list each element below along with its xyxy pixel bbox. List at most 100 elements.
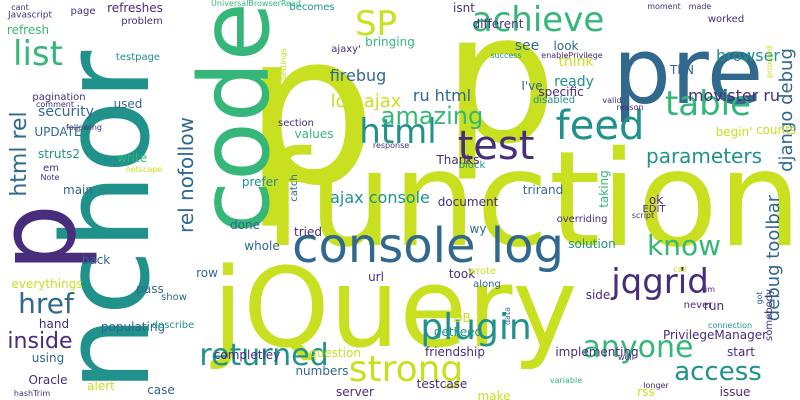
cloud-word: counts (755, 123, 797, 137)
cloud-word: django debug (776, 48, 797, 172)
cloud-word: data (503, 306, 512, 326)
cloud-word: moment (647, 2, 681, 11)
cloud-word: everythings (11, 277, 83, 291)
cloud-word: ru html (412, 86, 472, 105)
cloud-word: hashTrim (13, 389, 51, 398)
cloud-word: prefer (241, 175, 279, 189)
cloud-word: access (674, 357, 762, 387)
cloud-word: side (585, 288, 611, 302)
cloud-word: tried (294, 225, 322, 239)
cloud-word: call (673, 265, 687, 274)
cloud-word: movister ru (687, 86, 781, 105)
cloud-word: write (116, 151, 148, 165)
cloud-word: console log (292, 218, 564, 274)
cloud-word: run (703, 299, 725, 313)
cloud-word: overriding (556, 214, 608, 225)
cloud-word: variable (549, 376, 583, 385)
cloud-word: em (43, 163, 59, 174)
cloud-word: enablePrivilege (541, 51, 603, 60)
cloud-word: begin' (715, 125, 753, 139)
cloud-word: pre (612, 18, 764, 125)
cloud-word: achieve (471, 0, 605, 40)
cloud-word: issue (719, 385, 751, 399)
cloud-word: p (442, 0, 558, 184)
cloud-word: ok (648, 193, 664, 207)
cloud-word: EDIT (642, 204, 666, 215)
cloud-word: along (473, 279, 501, 290)
cloud-word: wy (469, 222, 487, 236)
cloud-word: UniversalBrowserRead (211, 0, 301, 8)
cloud-word: function (262, 123, 800, 277)
cloud-word: server (336, 385, 374, 399)
cloud-word: returned (199, 338, 329, 373)
cloud-word: url (368, 270, 384, 284)
cloud-word: used (113, 97, 143, 111)
cloud-word: specific (538, 85, 584, 99)
cloud-word: p (243, 0, 377, 232)
cloud-word: whole (244, 239, 280, 253)
cloud-word: firebug (329, 66, 387, 85)
cloud-word: DB (453, 311, 471, 325)
cloud-word: completley (213, 348, 281, 362)
cloud-word: parameters (645, 144, 763, 168)
cloud-word: taking (597, 170, 611, 208)
cloud-word: reason (616, 103, 644, 112)
cloud-word: amazing (380, 102, 484, 130)
cloud-word: know (647, 229, 721, 262)
cloud-word: im (704, 285, 716, 294)
cloud-word: block (458, 160, 486, 171)
cloud-word: Note (40, 173, 60, 182)
cloud-word: pass (136, 282, 164, 296)
cloud-word: Javascript (7, 10, 53, 21)
cloud-word: values (294, 127, 334, 141)
cloud-word: hand (38, 317, 70, 331)
cloud-word: made (688, 2, 712, 11)
cloud-word: question (309, 346, 361, 360)
cloud-word: script (631, 211, 655, 220)
cloud-word: back (81, 253, 111, 267)
cloud-word: catch (289, 174, 300, 202)
cloud-word: different (472, 17, 524, 31)
cloud-word: UPDATE (34, 125, 82, 139)
cloud-word: html rel (7, 111, 32, 197)
cloud-word: took (448, 267, 476, 281)
cloud-word: start (727, 345, 755, 359)
cloud-word: case (147, 383, 175, 397)
cloud-word: feed (555, 103, 645, 149)
cloud-word: see (514, 38, 540, 54)
cloud-word: well (618, 353, 634, 362)
cloud-word: longer (643, 381, 669, 390)
cloud-word: valid (602, 96, 622, 105)
cloud-word: worked (707, 14, 745, 25)
cloud-word: describe (151, 320, 195, 331)
cloud-word: ajax console (330, 188, 430, 207)
cloud-word: anyone (582, 330, 694, 365)
cloud-word: ready (554, 74, 594, 90)
cloud-word: testcase (416, 377, 468, 391)
cloud-word: href (18, 287, 74, 320)
cloud-word: I've (521, 79, 543, 93)
cloud-word: problem (121, 16, 163, 27)
cloud-word: Thanks (436, 153, 480, 167)
cloud-word: think (558, 54, 594, 70)
cloud-word: netscape (125, 165, 163, 174)
cloud-word: rss (637, 385, 655, 399)
cloud-word: rel nofollow (174, 117, 198, 233)
cloud-word: row (196, 266, 218, 280)
cloud-word: show (161, 292, 187, 303)
cloud-word: solution (568, 237, 616, 251)
cloud-word: cant (11, 3, 29, 12)
cloud-word: numbers (295, 364, 349, 378)
cloud-word: getFeed (433, 325, 483, 339)
cloud-word: jQuery (212, 244, 578, 372)
cloud-word: isnt (453, 1, 475, 15)
cloud-word: section (277, 118, 315, 129)
cloud-word: struts2 (37, 147, 81, 161)
cloud-word: look (553, 39, 579, 53)
cloud-word: strong (348, 349, 464, 390)
cloud-word: using (31, 351, 65, 365)
cloud-word: got (755, 291, 764, 305)
cloud-word: list (13, 34, 63, 74)
cloud-word: refreshes (107, 1, 163, 15)
